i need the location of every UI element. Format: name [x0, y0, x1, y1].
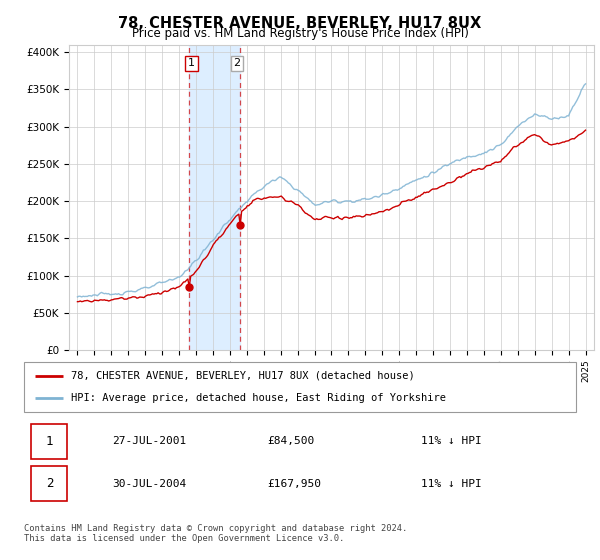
Text: 78, CHESTER AVENUE, BEVERLEY, HU17 8UX: 78, CHESTER AVENUE, BEVERLEY, HU17 8UX	[118, 16, 482, 31]
FancyBboxPatch shape	[31, 423, 67, 459]
Text: Price paid vs. HM Land Registry's House Price Index (HPI): Price paid vs. HM Land Registry's House …	[131, 27, 469, 40]
Text: 30-JUL-2004: 30-JUL-2004	[112, 479, 187, 489]
Text: £167,950: £167,950	[267, 479, 321, 489]
Text: 11% ↓ HPI: 11% ↓ HPI	[421, 436, 482, 446]
Text: 1: 1	[46, 435, 53, 448]
Text: Contains HM Land Registry data © Crown copyright and database right 2024.
This d: Contains HM Land Registry data © Crown c…	[24, 524, 407, 543]
Text: HPI: Average price, detached house, East Riding of Yorkshire: HPI: Average price, detached house, East…	[71, 393, 446, 403]
Bar	[189, 45, 239, 350]
Text: 78, CHESTER AVENUE, BEVERLEY, HU17 8UX (detached house): 78, CHESTER AVENUE, BEVERLEY, HU17 8UX (…	[71, 371, 415, 381]
Text: £84,500: £84,500	[267, 436, 314, 446]
Text: 11% ↓ HPI: 11% ↓ HPI	[421, 479, 482, 489]
FancyBboxPatch shape	[24, 362, 576, 412]
Text: 27-JUL-2001: 27-JUL-2001	[112, 436, 187, 446]
Text: 1: 1	[188, 58, 195, 68]
FancyBboxPatch shape	[31, 466, 67, 502]
Text: 2: 2	[46, 477, 53, 491]
Text: 2: 2	[233, 58, 241, 68]
